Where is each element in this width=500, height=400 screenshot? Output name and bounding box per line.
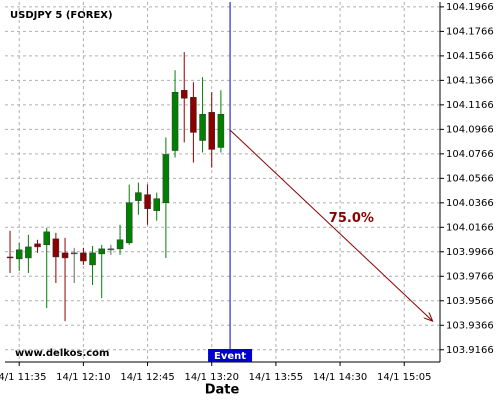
y-tick-label: 104.1366 xyxy=(446,75,494,86)
y-tick-label: 104.0166 xyxy=(446,222,494,233)
candle-body xyxy=(15,249,23,260)
y-tick-label: 104.0966 xyxy=(446,124,494,135)
y-tick-label: 104.0766 xyxy=(446,149,494,160)
candle-body xyxy=(89,252,96,266)
x-tick-label: 14/1 11:35 xyxy=(0,372,46,383)
projection-arrow xyxy=(229,129,433,321)
candle-body xyxy=(107,248,115,251)
candle-body xyxy=(70,252,78,255)
candle-body xyxy=(52,238,60,258)
y-tick-label: 103.9366 xyxy=(446,320,494,331)
y-tick-label: 104.0366 xyxy=(446,198,494,209)
y-tick-label: 104.0566 xyxy=(446,173,494,184)
y-tick-label: 103.9766 xyxy=(446,271,494,282)
candle-body xyxy=(61,252,69,259)
x-tick-label: 14/1 15:05 xyxy=(377,372,431,383)
candle-body xyxy=(190,97,197,133)
candle-body xyxy=(6,256,14,259)
x-tick-label: 14/1 12:10 xyxy=(56,372,110,383)
candle-body xyxy=(144,194,151,209)
y-tick-label: 103.9166 xyxy=(446,345,494,356)
event-label: Event xyxy=(214,351,246,362)
candle-body xyxy=(43,231,50,246)
candle-body xyxy=(153,198,160,211)
candle-body xyxy=(34,243,41,248)
x-tick-label: 14/1 13:20 xyxy=(185,372,239,383)
candle-body xyxy=(116,239,124,250)
x-tick-label: 14/1 13:55 xyxy=(249,372,303,383)
candle-body xyxy=(171,91,179,151)
candle-body xyxy=(217,114,225,148)
candle-body xyxy=(125,202,133,244)
candle-body xyxy=(180,90,188,99)
candle-body xyxy=(80,252,87,262)
y-tick-label: 103.9566 xyxy=(446,296,494,307)
y-tick-label: 104.1566 xyxy=(446,51,494,62)
y-tick-label: 103.9966 xyxy=(446,247,494,258)
chart-title: USDJPY 5 (FOREX) xyxy=(10,10,113,21)
candle-body xyxy=(25,246,32,259)
y-tick-label: 104.1966 xyxy=(446,2,494,13)
candle-body xyxy=(135,192,142,201)
watermark: www.delkos.com xyxy=(15,348,109,359)
projection-label: 75.0% xyxy=(329,211,374,226)
x-tick-label: 14/1 12:45 xyxy=(120,372,174,383)
y-tick-label: 104.1166 xyxy=(446,100,494,111)
candle-body xyxy=(208,112,215,150)
x-axis-label: Date xyxy=(205,383,240,398)
event-label-bg xyxy=(208,349,253,362)
x-tick-label: 14/1 14:30 xyxy=(313,372,367,383)
candle-body xyxy=(162,154,170,203)
candle-body xyxy=(199,114,206,141)
candle-body xyxy=(98,248,105,255)
y-tick-label: 104.1766 xyxy=(446,26,494,37)
